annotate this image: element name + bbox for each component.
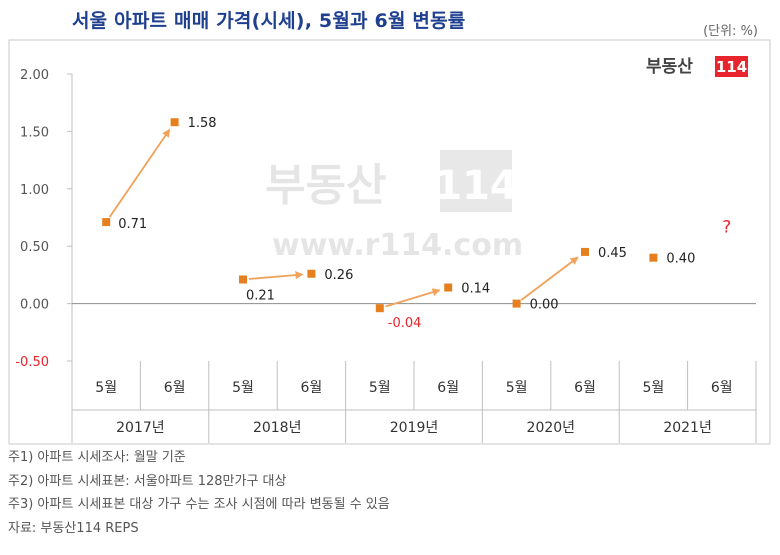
watermark-num: 114 — [434, 163, 518, 209]
year-label: 2021년 — [663, 420, 712, 436]
footnote-1: 주1) 아파트 시세조사: 월말 기준 — [8, 450, 186, 465]
may-value-label: 0.40 — [666, 252, 695, 267]
footnotes: 주1) 아파트 시세조사: 월말 기준 주2) 아파트 시세표본: 서울아파트 … — [8, 446, 390, 540]
month-label: 6월 — [301, 380, 323, 396]
month-label: 5월 — [95, 380, 117, 396]
month-label: 6월 — [164, 380, 186, 396]
year-label: 2018년 — [253, 420, 302, 436]
y-tick-label: 0.50 — [20, 240, 49, 255]
y-tick-label: 1.50 — [20, 125, 49, 140]
month-label: 5월 — [369, 380, 391, 396]
year-label: 2019년 — [390, 420, 439, 436]
change-arrow — [108, 128, 171, 218]
may-point — [512, 299, 521, 308]
may-value-label: 0.71 — [118, 217, 147, 232]
brand-logo: 부동산 114 — [646, 56, 748, 77]
june-value-label: 0.45 — [598, 246, 627, 261]
unit-label: (단위: %) — [703, 24, 758, 39]
month-label: 6월 — [711, 380, 733, 396]
logo-text: 부동산 — [646, 57, 693, 77]
may-value-label: 0.00 — [530, 298, 559, 313]
june-point — [581, 247, 589, 256]
source-note: 자료: 부동산114 REPS — [8, 520, 139, 536]
june-value-label: 0.14 — [461, 282, 490, 297]
month-label: 5월 — [643, 380, 665, 396]
chart-area: 부동산 114 www.r114.com 부동산 114 2.00 1.50 1.0… — [8, 39, 771, 445]
watermark-url: www.r114.com — [272, 228, 523, 263]
may-value-label: 0.21 — [246, 288, 275, 303]
june-point — [170, 118, 179, 127]
change-arrow — [520, 256, 579, 301]
footnote-2: 주2) 아파트 시세표본: 서울아파트 128만가구 대상 — [8, 473, 287, 489]
logo-num: 114 — [716, 58, 747, 76]
change-arrow — [385, 288, 441, 308]
watermark: 부동산 114 www.r114.com — [265, 150, 523, 263]
month-label: 5월 — [506, 380, 528, 396]
change-arrow — [248, 271, 304, 280]
year-label: 2020년 — [527, 420, 576, 436]
june-point — [444, 283, 453, 292]
june-point — [307, 269, 316, 278]
month-label: 5월 — [232, 380, 254, 396]
june-unknown-label: ? — [722, 217, 731, 237]
may-value-label: -0.04 — [388, 316, 422, 331]
y-tick-label: 1.00 — [20, 183, 49, 198]
chart-frame — [8, 39, 771, 445]
may-point — [375, 304, 384, 313]
chart-title: 서울 아파트 매매 가격(시세), 5월과 6월 변동률 — [72, 10, 466, 32]
watermark-text: 부동산 — [265, 160, 386, 211]
june-value-label: 0.26 — [324, 268, 353, 283]
watermark-box — [440, 150, 512, 212]
may-point — [239, 275, 247, 284]
y-tick-label: 0.00 — [20, 298, 49, 313]
y-tick-label: -0.50 — [15, 355, 49, 370]
june-value-label: 1.58 — [188, 116, 217, 131]
may-point — [649, 253, 658, 262]
y-tick-label: 2.00 — [20, 68, 49, 83]
month-label: 6월 — [574, 380, 596, 396]
footnote-3: 주3) 아파트 시세표본 대상 가구 수는 조사 시점에 따라 변동될 수 있음 — [8, 497, 390, 512]
month-label: 6월 — [437, 380, 459, 396]
may-point — [102, 218, 111, 227]
logo-box — [715, 56, 748, 77]
year-label: 2017년 — [116, 420, 165, 436]
